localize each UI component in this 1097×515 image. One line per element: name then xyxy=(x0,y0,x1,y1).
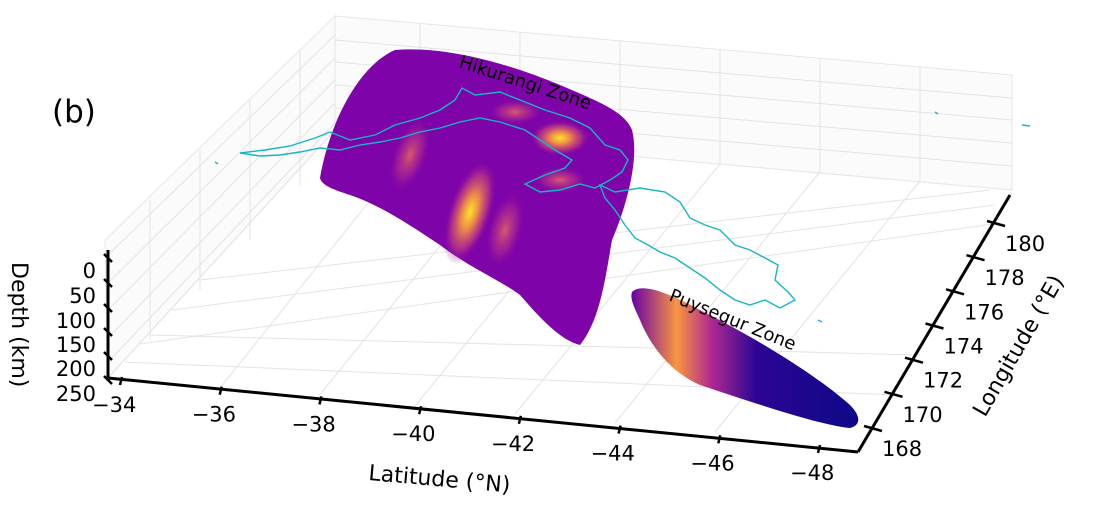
depth-tick-mark xyxy=(103,351,113,361)
latitude-tick-label: −46 xyxy=(690,451,734,475)
depth-tick-mark xyxy=(103,327,113,337)
latitude-tick-mark xyxy=(218,386,223,396)
axis-lines xyxy=(106,194,1012,454)
puysegur-slab-surface xyxy=(631,288,859,428)
latitude-tick-mark xyxy=(717,434,722,444)
latitude-tick-mark xyxy=(318,396,323,405)
longitude-tick-mark xyxy=(904,356,924,364)
latitude-tick-mark xyxy=(517,415,523,425)
depth-tick-mark xyxy=(103,303,113,313)
latitude-tick-label: −34 xyxy=(92,393,136,417)
longitude-tick-label: 168 xyxy=(882,437,922,461)
depth-tick-mark xyxy=(103,253,113,263)
longitude-tick-mark xyxy=(986,219,1006,228)
latitude-tick-mark xyxy=(816,444,822,454)
latitude-tick-label: −44 xyxy=(591,442,635,466)
depth-tick-label: 250 xyxy=(56,382,96,406)
depth-tick-label: 200 xyxy=(56,357,96,381)
longitude-ticks: 168 170 172 174 176 178 180 xyxy=(863,219,1045,461)
depth-tick-label: 0 xyxy=(83,259,96,283)
latitude-tick-label: −48 xyxy=(790,461,834,485)
depth-tick-label: 100 xyxy=(56,309,96,333)
latitude-tick-mark xyxy=(617,425,622,434)
depth-tick-label: 150 xyxy=(56,333,96,357)
longitude-tick-label: 178 xyxy=(985,266,1025,290)
longitude-tick-mark xyxy=(925,322,944,330)
latitude-tick-label: −42 xyxy=(491,432,535,456)
latitude-axis-title: Latitude (°N) xyxy=(367,461,511,498)
longitude-tick-label: 176 xyxy=(964,300,1004,324)
longitude-tick-mark xyxy=(945,288,965,296)
latitude-tick-mark xyxy=(118,376,124,386)
depth-tick-label: 50 xyxy=(69,284,96,308)
longitude-tick-mark xyxy=(966,253,985,262)
longitude-tick-mark xyxy=(863,424,883,433)
latitude-tick-label: −36 xyxy=(192,403,236,427)
latitude-tick-label: −40 xyxy=(391,422,435,446)
longitude-tick-label: 174 xyxy=(944,335,984,359)
latitude-tick-label: −38 xyxy=(291,412,335,436)
hikurangi-slab-surface xyxy=(320,49,635,346)
depth-axis-title: Depth (km) xyxy=(6,262,31,387)
panel-label: (b) xyxy=(52,94,96,130)
coastline xyxy=(214,87,1031,323)
longitude-axis-title: Longitude (°E) xyxy=(969,271,1070,421)
latitude-ticks: −34 −36 −38 −40 −42 −44 −46 −48 xyxy=(92,376,834,485)
longitude-tick-mark xyxy=(884,390,903,399)
depth-tick-mark xyxy=(103,375,113,385)
longitude-tick-label: 172 xyxy=(923,369,963,393)
latitude-tick-mark xyxy=(417,405,423,415)
longitude-tick-label: 170 xyxy=(903,403,943,427)
depth-tick-mark xyxy=(103,278,113,288)
longitude-tick-label: 180 xyxy=(1005,232,1045,256)
